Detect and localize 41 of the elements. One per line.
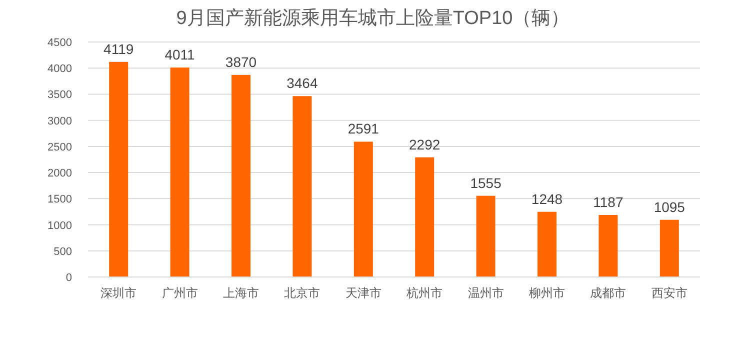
y-tick-label: 2500: [48, 141, 72, 154]
data-label: 2292: [409, 136, 440, 152]
y-tick-label: 1500: [48, 194, 72, 206]
bar: [354, 142, 373, 277]
data-label: 1095: [654, 198, 686, 215]
x-tick-label: 天津市: [345, 286, 382, 300]
bar: [660, 220, 679, 277]
y-tick-label: 4500: [48, 37, 72, 49]
x-tick-label: 广州市: [162, 286, 198, 300]
bar: [538, 212, 556, 277]
bar: [232, 74, 250, 277]
data-label: 1187: [593, 194, 624, 210]
x-tick-label: 柳州市: [529, 286, 565, 300]
y-tick-label: 3000: [48, 115, 72, 128]
bar: [109, 62, 128, 277]
data-label: 4119: [104, 40, 134, 57]
x-tick-label: 上海市: [223, 286, 259, 300]
y-tick-label: 3500: [48, 89, 72, 102]
x-tick-label: 成都市: [590, 286, 626, 300]
x-tick-label: 北京市: [284, 286, 320, 300]
chart-title: 9月国产新能源乘用车城市上险量TOP10（辆）: [176, 7, 570, 29]
data-label: 4011: [164, 46, 196, 63]
y-tick-label: 500: [54, 246, 72, 258]
data-label: 1248: [531, 190, 563, 207]
data-label: 2591: [348, 120, 380, 137]
y-tick-label: 1000: [48, 220, 72, 232]
x-tick-label: 杭州市: [406, 286, 443, 300]
bar: [598, 215, 618, 277]
bar: [292, 96, 312, 277]
y-tick-label: 2000: [48, 168, 72, 180]
bar: [415, 157, 434, 277]
data-label: 3464: [286, 75, 318, 92]
y-tick-label: 0: [66, 272, 72, 284]
data-label: 1555: [470, 174, 502, 191]
y-tick-label: 4000: [48, 63, 72, 76]
bar: [476, 196, 496, 277]
x-tick-label: 温州市: [468, 286, 504, 300]
bar: [170, 68, 190, 277]
data-label: 3870: [225, 54, 257, 70]
x-tick-label: 深圳市: [100, 286, 137, 300]
x-tick-label: 西安市: [651, 286, 688, 300]
